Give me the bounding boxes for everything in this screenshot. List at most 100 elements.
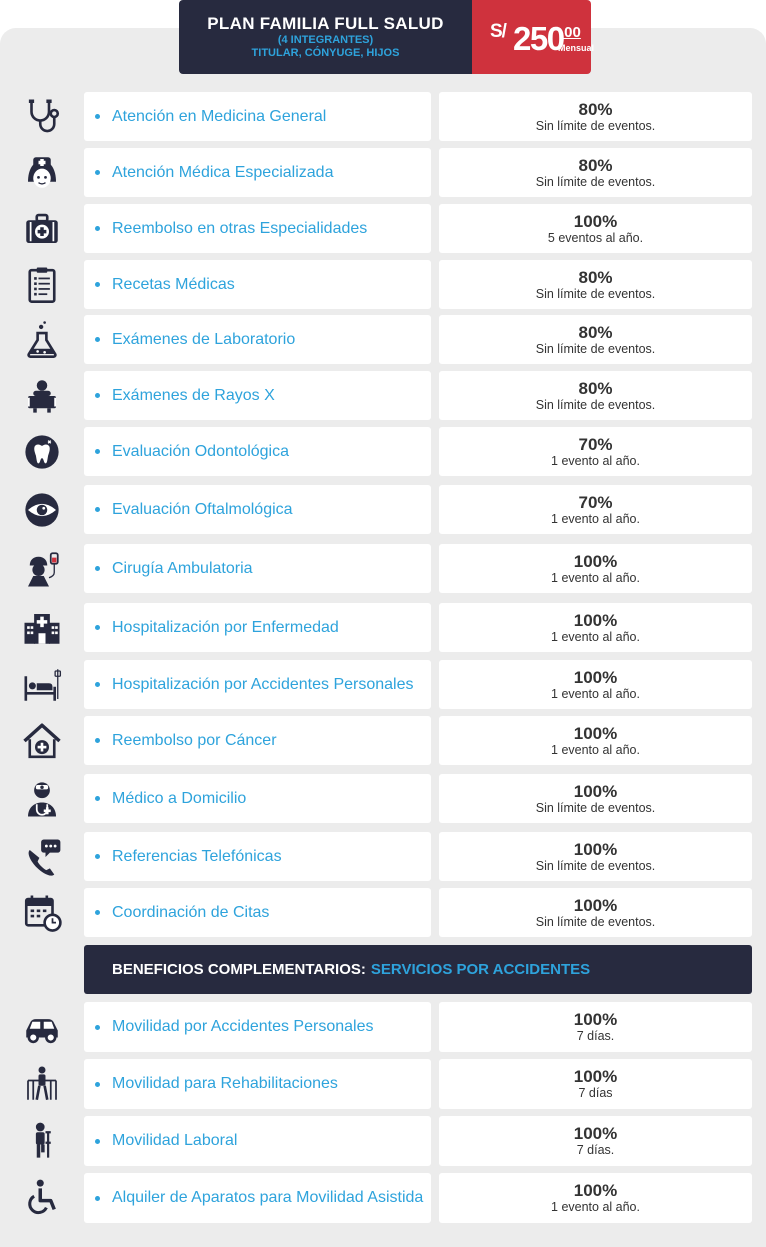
benefit-label: Movilidad por Accidentes Personales bbox=[112, 1018, 374, 1035]
bullet bbox=[95, 566, 100, 571]
price-currency: S/ bbox=[490, 21, 507, 42]
benefit-label-cell: Hospitalización por Accidentes Personale… bbox=[84, 660, 431, 709]
coverage-percent: 100% bbox=[573, 1181, 618, 1200]
coverage-note: 5 eventos al año. bbox=[547, 230, 644, 245]
coverage-cell: 100% 1 evento al año. bbox=[439, 603, 752, 652]
coverage-percent: 100% bbox=[573, 895, 618, 915]
bullet bbox=[95, 1024, 100, 1030]
table-row: Reembolso por Cáncer 100% 1 evento al año. bbox=[0, 716, 766, 765]
plan-members: (4 INTEGRANTES) bbox=[277, 34, 374, 46]
coverage-cell: 100% Sin límite de eventos. bbox=[439, 888, 752, 937]
crutch-person-icon bbox=[18, 1116, 66, 1166]
bullet bbox=[95, 170, 100, 175]
benefit-label: Movilidad Laboral bbox=[112, 1132, 238, 1149]
benefit-label: Alquiler de Aparatos para Movilidad Asis… bbox=[112, 1189, 424, 1206]
coverage-percent: 100% bbox=[573, 781, 618, 801]
coverage-note: Sin límite de eventos. bbox=[535, 914, 656, 929]
benefit-label: Movilidad para Rehabilitaciones bbox=[112, 1075, 338, 1092]
bullet bbox=[95, 393, 100, 398]
benefit-label-cell: Exámenes de Rayos X bbox=[84, 371, 431, 420]
coverage-cell: 80% Sin límite de eventos. bbox=[439, 371, 752, 420]
prescription-clipboard-icon bbox=[18, 260, 66, 309]
coverage-note: Sin límite de eventos. bbox=[535, 397, 656, 412]
stethoscope-icon bbox=[18, 92, 66, 141]
coverage-cell: 100% 1 evento al año. bbox=[439, 660, 752, 709]
coverage-cell: 100% 7 días. bbox=[439, 1002, 752, 1052]
coverage-note: 7 días bbox=[578, 1086, 613, 1100]
bullet bbox=[95, 1081, 100, 1087]
coverage-note: Sin límite de eventos. bbox=[535, 286, 656, 301]
coverage-note: Sin límite de eventos. bbox=[535, 174, 656, 189]
benefit-label: Evaluación Odontológica bbox=[112, 442, 290, 460]
coverage-percent: 100% bbox=[573, 211, 618, 231]
table-row: Referencias Telefónicas 100% Sin límite de… bbox=[0, 832, 766, 881]
coverage-note: Sin límite de eventos. bbox=[535, 341, 656, 356]
table-row: Hospitalización por Accidentes Personale… bbox=[0, 660, 766, 709]
walker-icon bbox=[18, 1059, 66, 1109]
price-period: Mensual bbox=[558, 43, 595, 53]
section-header: BENEFICIOS COMPLEMENTARIOS: SERVICIOS POR… bbox=[84, 945, 752, 994]
table-row: Reembolso en otras Especialidades 100% 5 e… bbox=[0, 204, 766, 253]
coverage-cell: 80% Sin límite de eventos. bbox=[439, 148, 752, 197]
benefit-label-cell: Médico a Domicilio bbox=[84, 774, 431, 823]
phone-chat-icon bbox=[18, 832, 66, 881]
coverage-cell: 70% 1 evento al año. bbox=[439, 485, 752, 534]
coverage-cell: 80% Sin límite de eventos. bbox=[439, 260, 752, 309]
tooth-icon bbox=[18, 427, 66, 476]
bullet bbox=[95, 738, 100, 743]
price-amount: 250 bbox=[513, 20, 565, 57]
bullet bbox=[95, 507, 100, 512]
doctor-icon bbox=[18, 774, 66, 823]
table-row: Médico a Domicilio 100% Sin límite de even… bbox=[0, 774, 766, 823]
benefit-label-cell: Hospitalización por Enfermedad bbox=[84, 603, 431, 652]
bullet bbox=[95, 337, 100, 342]
medical-kit-icon bbox=[18, 204, 66, 253]
hospital-bed-icon bbox=[18, 660, 66, 709]
table-row: Exámenes de Laboratorio 80% Sin límite de … bbox=[0, 315, 766, 364]
benefit-label-cell: Movilidad Laboral bbox=[84, 1116, 431, 1166]
table-row: Evaluación Odontológica 70% 1 evento al añ… bbox=[0, 427, 766, 476]
table-row: Alquiler de Aparatos para Movilidad Asis… bbox=[0, 1173, 766, 1223]
coverage-note: 1 evento al año. bbox=[551, 511, 640, 526]
plan-coverage: TITULAR, CÓNYUGE, HIJOS bbox=[251, 47, 400, 59]
coverage-percent: 80% bbox=[578, 378, 613, 398]
coverage-percent: 80% bbox=[578, 267, 613, 287]
benefit-label: Atención Médica Especializada bbox=[112, 163, 334, 181]
coverage-percent: 80% bbox=[578, 99, 613, 119]
table-row: Hospitalización por Enfermedad 100% 1 even… bbox=[0, 603, 766, 652]
coverage-percent: 100% bbox=[573, 551, 618, 571]
benefit-label: Evaluación Oftalmológica bbox=[112, 500, 293, 518]
car-icon bbox=[18, 1002, 66, 1052]
hospital-building-icon bbox=[18, 603, 66, 652]
plan-title: PLAN FAMILIA FULL SALUD bbox=[207, 14, 444, 33]
bullet bbox=[95, 910, 100, 915]
coverage-cell: 100% 1 evento al año. bbox=[439, 1173, 752, 1223]
bullet bbox=[95, 682, 100, 687]
coverage-percent: 100% bbox=[573, 723, 618, 743]
coverage-note: 1 evento al año. bbox=[551, 742, 640, 757]
table-row: Cirugía Ambulatoria 100% 1 evento al año. bbox=[0, 544, 766, 593]
coverage-cell: 100% 7 días bbox=[439, 1059, 752, 1109]
benefit-label: Atención en Medicina General bbox=[112, 107, 327, 125]
benefit-label: Cirugía Ambulatoria bbox=[112, 559, 253, 577]
bullet bbox=[95, 226, 100, 231]
benefit-label-cell: Exámenes de Laboratorio bbox=[84, 315, 431, 364]
bullet bbox=[95, 1138, 100, 1144]
section-title: BENEFICIOS COMPLEMENTARIOS: bbox=[112, 961, 366, 978]
surgery-patient-icon bbox=[18, 544, 66, 593]
coverage-percent: 100% bbox=[573, 1010, 618, 1029]
coverage-note: Sin límite de eventos. bbox=[535, 800, 656, 815]
coverage-percent: 100% bbox=[573, 667, 618, 687]
coverage-note: 7 días. bbox=[576, 1143, 615, 1157]
nurse-icon bbox=[18, 148, 66, 197]
coverage-note: 1 evento al año. bbox=[551, 629, 640, 644]
section-highlight: SERVICIOS POR ACCIDENTES bbox=[370, 961, 591, 978]
coverage-note: Sin límite de eventos. bbox=[535, 858, 656, 873]
benefit-label-cell: Alquiler de Aparatos para Movilidad Asis… bbox=[84, 1173, 431, 1223]
coverage-cell: 100% 1 evento al año. bbox=[439, 716, 752, 765]
coverage-note: 1 evento al año. bbox=[551, 570, 640, 585]
benefit-label: Exámenes de Laboratorio bbox=[112, 330, 296, 348]
benefit-label: Referencias Telefónicas bbox=[112, 847, 282, 865]
benefit-label: Recetas Médicas bbox=[112, 275, 235, 293]
coverage-cell: 100% Sin límite de eventos. bbox=[439, 832, 752, 881]
